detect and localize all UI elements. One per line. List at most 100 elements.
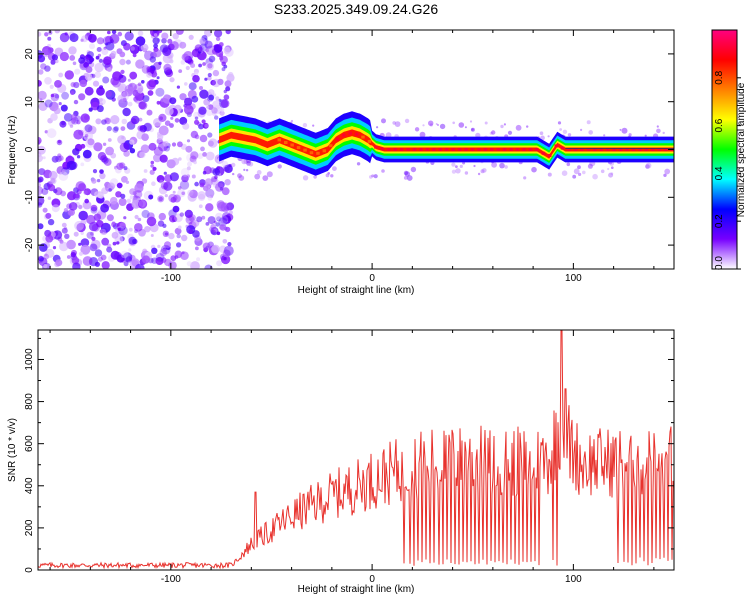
noise-blob [49, 84, 54, 89]
noise-blob [169, 172, 179, 182]
ridge-peak [567, 148, 571, 151]
noise-blob [482, 168, 487, 173]
noise-blob [188, 214, 196, 222]
ridge-peak [522, 148, 526, 151]
noise-blob [194, 134, 200, 140]
noise-blob [88, 33, 97, 43]
noise-blob [42, 46, 52, 56]
noise-blob [90, 231, 94, 236]
noise-blob [222, 239, 228, 244]
noise-blob [67, 210, 74, 216]
noise-blob [156, 76, 160, 80]
noise-blob [208, 138, 218, 148]
noise-blob [87, 138, 95, 146]
noise-blob [167, 181, 171, 186]
noise-blob [119, 222, 127, 229]
noise-blob [153, 33, 158, 37]
noise-blob [557, 121, 562, 125]
noise-blob [146, 72, 153, 78]
noise-blob [93, 142, 103, 152]
noise-blob [67, 120, 74, 126]
ridge-peak [419, 148, 423, 151]
noise-blob [621, 127, 628, 134]
noise-blob [238, 175, 245, 181]
noise-blob [96, 47, 102, 52]
noise-blob [110, 50, 117, 57]
ridge-peak [554, 144, 558, 148]
noise-blob [105, 41, 115, 51]
noise-blob [177, 225, 182, 230]
noise-blob [290, 119, 294, 123]
noise-blob [619, 128, 622, 131]
noise-blob [160, 244, 171, 255]
ridge-peak [663, 148, 668, 151]
noise-blob [59, 241, 69, 252]
noise-blob [101, 237, 110, 246]
noise-blob [141, 209, 150, 219]
noise-blob [180, 60, 186, 65]
ridge-peak [457, 148, 462, 151]
noise-blob [58, 171, 69, 181]
noise-blob [51, 155, 59, 163]
noise-blob [118, 225, 128, 236]
ridge-peak [528, 148, 533, 151]
noise-blob [562, 129, 568, 134]
noise-blob [470, 127, 475, 132]
colorbar-tick-label: 0.6 [714, 118, 725, 132]
noise-blob [38, 255, 44, 262]
x-tick-label: 0 [369, 574, 375, 585]
noise-blob [186, 174, 190, 178]
noise-blob [216, 231, 221, 236]
noise-blob [181, 53, 189, 61]
noise-blob [404, 118, 410, 124]
noise-blob [133, 83, 144, 94]
noise-blob [197, 153, 204, 159]
noise-blob [403, 176, 408, 180]
noise-blob [223, 64, 228, 69]
noise-blob [644, 134, 647, 137]
noise-blob [356, 162, 361, 166]
ridge-peak [374, 145, 378, 149]
noise-blob [194, 116, 199, 120]
noise-blob [38, 223, 44, 230]
noise-blob [80, 238, 90, 247]
noise-blob [216, 216, 222, 222]
noise-blob [205, 151, 215, 161]
noise-blob [98, 58, 103, 63]
noise-blob [82, 256, 93, 266]
noise-blob [205, 222, 210, 226]
noise-blob [199, 37, 206, 45]
colorbar-tick-label: 0.0 [714, 256, 725, 270]
noise-blob [96, 178, 101, 183]
noise-blob [55, 155, 62, 163]
noise-blob [172, 205, 180, 213]
noise-blob [123, 216, 127, 220]
noise-blob [194, 47, 200, 52]
ridge-peak [638, 148, 642, 151]
noise-blob [475, 132, 481, 138]
ridge-peak [541, 151, 546, 155]
ridge-peak [438, 148, 442, 151]
noise-blob [207, 216, 216, 225]
noise-blob [39, 243, 48, 252]
noise-blob [97, 53, 101, 57]
noise-blob [38, 90, 47, 100]
noise-blob [82, 149, 92, 159]
noise-blob [110, 115, 120, 125]
noise-blob [128, 236, 137, 245]
noise-blob [223, 94, 230, 100]
noise-blob [129, 44, 140, 55]
noise-blob [161, 32, 169, 40]
noise-blob [184, 97, 193, 106]
noise-blob [149, 169, 155, 175]
noise-blob [169, 59, 174, 64]
colorbar: 0.0 0.2 0.4 0.6 0.8 Normalized spectral ampl… [711, 29, 747, 270]
noise-blob [140, 43, 149, 52]
noise-blob [480, 169, 485, 174]
noise-blob [489, 131, 493, 135]
noise-blob [135, 59, 145, 69]
noise-blob [484, 121, 488, 125]
noise-blob [64, 233, 70, 239]
noise-blob [164, 120, 171, 126]
